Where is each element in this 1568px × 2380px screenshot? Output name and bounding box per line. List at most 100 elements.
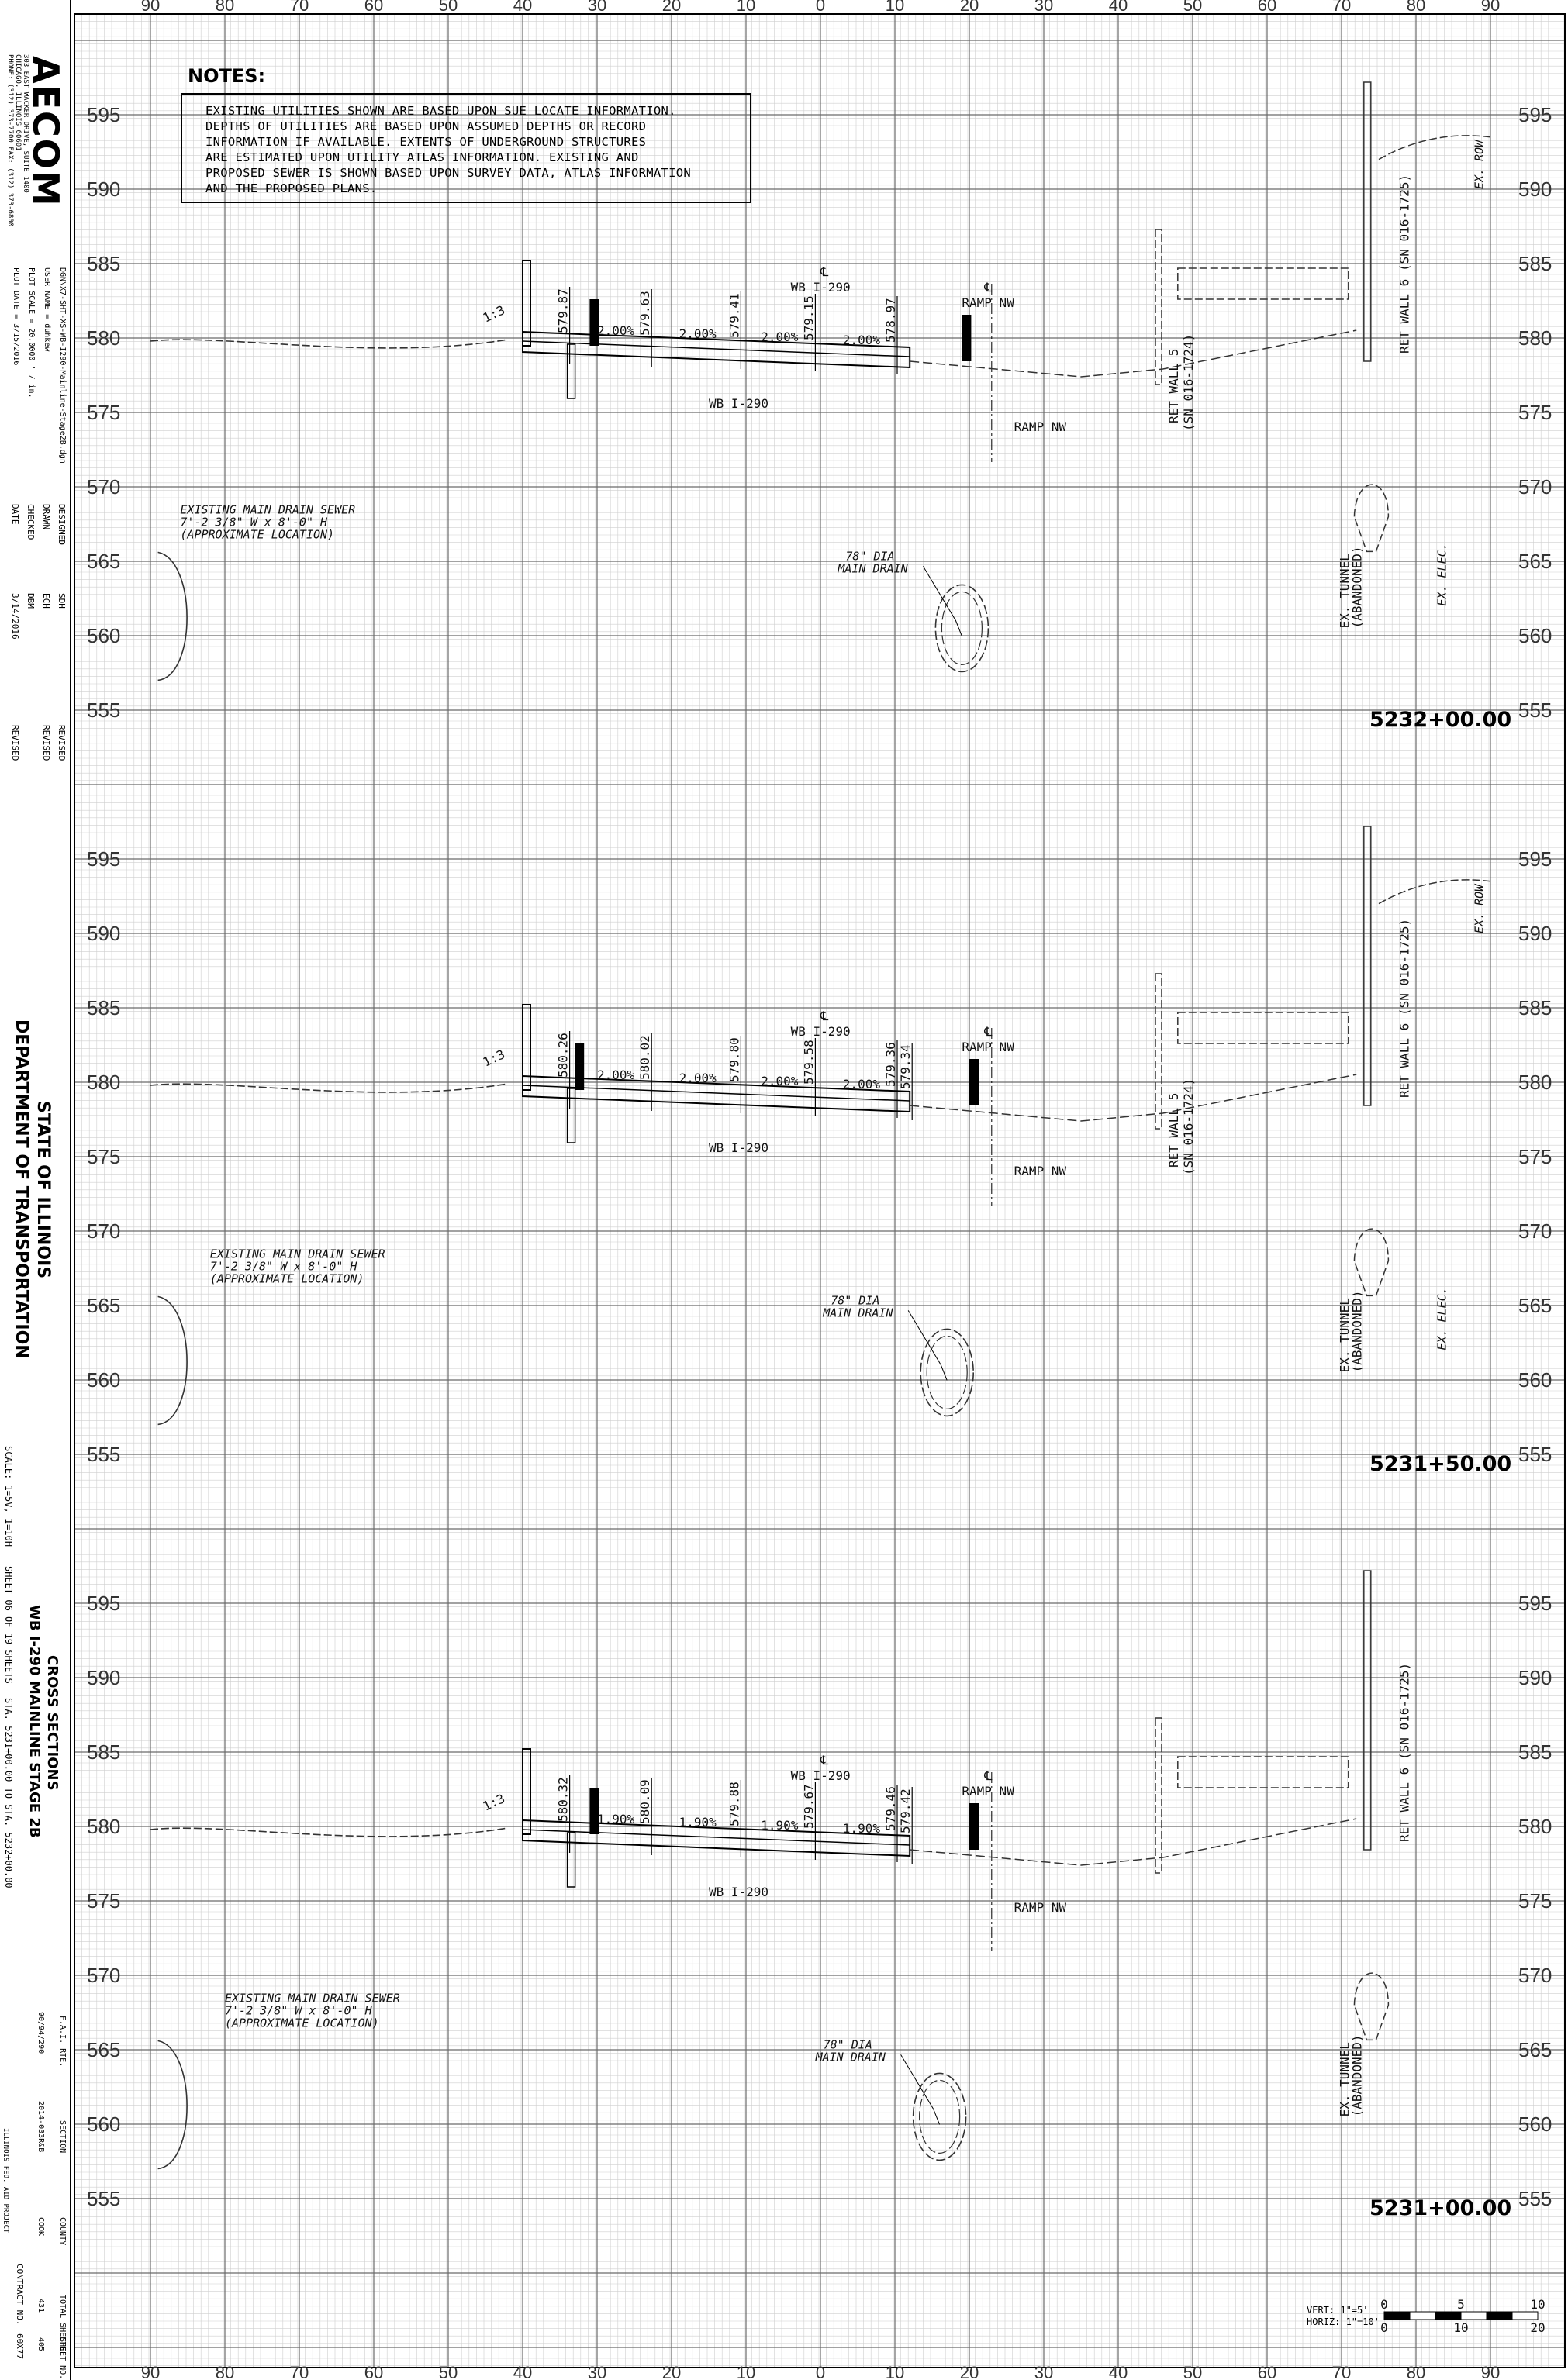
elevation-label-left: 555 — [87, 698, 120, 722]
scale-vert-tick: 0 — [1380, 2297, 1388, 2312]
elevation-label-left: 585 — [87, 252, 120, 275]
offset-tick-bottom: 80 — [216, 2363, 234, 2380]
ex-tunnel — [1353, 1972, 1390, 2041]
project-label: ILLINOIS FED. AID PROJECT — [2, 2128, 9, 2233]
elevation-label-left: 595 — [87, 1592, 120, 1615]
sheet-text: SHEET 06 OF 19 SHEETS — [3, 1566, 14, 1684]
offset-tick-top: 40 — [1109, 0, 1128, 15]
spot-grade: 579.15 — [801, 295, 816, 340]
total-sheets-value: 431 — [36, 2299, 45, 2313]
elevation-label-right: 580 — [1518, 326, 1552, 350]
cross-slope-label: 1.90% — [679, 1815, 717, 1830]
spot-grade: 579.41 — [727, 293, 741, 338]
section-value: 2014-033R&B — [36, 2101, 45, 2153]
offset-tick-top: 0 — [816, 0, 825, 15]
elevation-label-left: 565 — [87, 1294, 120, 1317]
offset-tick-top: 10 — [886, 0, 904, 15]
ex-elec-label: EX. ELEC. — [1435, 543, 1449, 605]
sheet-no-label: SHEET NO. — [58, 2337, 67, 2380]
major-grid — [74, 14, 1565, 2368]
offset-tick-bottom: 30 — [1034, 2363, 1053, 2380]
drawn-by: ECH — [41, 593, 51, 609]
offset-tick-top: 20 — [662, 0, 681, 15]
plot-scale: PLOT SCALE = 20.0000 ' / in. — [27, 267, 36, 398]
agency-line-1: STATE OF ILLINOIS — [33, 1101, 53, 1279]
address-line-3: PHONE: (312) 373-7700 FAX: (312) 373-680… — [6, 54, 14, 227]
ex-tunnel-label: EX. TUNNEL — [1338, 1298, 1352, 1372]
main-drain-dia-label: 78" DIA — [845, 549, 894, 563]
offset-tick-top: 30 — [588, 0, 606, 15]
main-drain-pipe — [912, 2072, 967, 2161]
pavement-layer-line — [522, 1829, 910, 1846]
ex-row-line — [1378, 135, 1491, 160]
elevation-label-right: 580 — [1518, 1071, 1552, 1094]
elevation-label-left: 560 — [87, 624, 120, 647]
ret-wall-6-label: RET WALL 6 (SN 016-1725) — [1397, 919, 1411, 1098]
elevation-label-right: 590 — [1518, 178, 1552, 201]
gore-marker — [589, 1788, 599, 1834]
ret-wall-6-label: RET WALL 6 (SN 016-1725) — [1397, 174, 1411, 354]
elevation-label-right: 595 — [1518, 103, 1552, 126]
offset-tick-bottom: 90 — [141, 2363, 160, 2380]
centerline-symbol: ℄ — [820, 264, 829, 279]
offset-tick-bottom: 70 — [290, 2363, 309, 2380]
county-value: COOK — [36, 2217, 45, 2237]
main-drain-dia-label: 78" DIA — [831, 1293, 879, 1307]
offset-tick-bottom: 40 — [513, 2363, 532, 2380]
station-label-3: 5231+00.00 — [1369, 2196, 1512, 2220]
plot-date: PLOT DATE = 3/15/2016 — [12, 267, 20, 366]
elevation-label-left: 585 — [87, 996, 120, 1019]
drawn-label: DRAWN — [41, 504, 51, 530]
user-name: USER NAME = duhkew — [43, 267, 51, 352]
notes-line: PROPOSED SEWER IS SHOWN BASED UPON SURVE… — [205, 166, 692, 180]
drawing-title-2: WB I-290 MAINLINE STAGE 2B — [26, 1605, 43, 1838]
offset-tick-bottom: 50 — [1183, 2363, 1202, 2380]
date-label: DATE — [10, 504, 20, 525]
station-label-1: 5232+00.00 — [1369, 708, 1512, 732]
elevation-label-right: 555 — [1518, 2187, 1552, 2210]
drain-sewer-size: 7'-2 3/8" W x 8'-0" H — [180, 516, 328, 529]
notes-line: INFORMATION IF AVAILABLE. EXTENTS OF UND… — [205, 135, 647, 149]
elevation-label-left: 565 — [87, 550, 120, 573]
notes-title: NOTES: — [188, 65, 266, 87]
ramp-centerline-symbol: ℄ — [983, 1024, 993, 1039]
designed-label: DESIGNED — [57, 504, 67, 545]
ret-wall-6 — [1363, 826, 1372, 1106]
cross-slope-label: 2.00% — [761, 329, 799, 344]
scale-bar-segment — [1383, 2311, 1411, 2320]
notes-line: AND THE PROPOSED PLANS. — [205, 181, 378, 195]
elevation-label-left: 555 — [87, 1443, 120, 1466]
spot-grade: 579.67 — [801, 1784, 816, 1829]
elevation-label-right: 590 — [1518, 922, 1552, 945]
wb-i290-bottom-label: WB I-290 — [709, 1885, 768, 1899]
ret-wall-5-label: RET WALL 5 — [1166, 349, 1181, 423]
scale-bar — [1383, 2311, 1539, 2320]
main-drain-inner — [918, 2079, 961, 2154]
offset-tick-top: 60 — [364, 0, 383, 15]
main-drain-label: MAIN DRAIN — [822, 1306, 893, 1319]
ret-wall-6 — [1363, 81, 1372, 362]
scale-bar-segment — [1435, 2311, 1462, 2320]
wb-i290-bottom-label: WB I-290 — [709, 396, 768, 411]
scale-vert-tick: 5 — [1457, 2297, 1465, 2312]
elevation-label-right: 565 — [1518, 2038, 1552, 2061]
elevation-label-right: 560 — [1518, 2113, 1552, 2136]
offset-tick-top: 80 — [216, 0, 234, 15]
ret-wall-5-number: (SN 016-1724) — [1181, 334, 1196, 431]
ramp-nw-bottom-label: RAMP NW — [1014, 1900, 1067, 1915]
ramp-marker — [969, 1803, 979, 1850]
cross-slope-label: 1.90% — [761, 1818, 799, 1833]
offset-tick-bottom: 70 — [1332, 2363, 1351, 2380]
existing-ramp-profile — [910, 329, 1357, 378]
centerline-symbol: ℄ — [820, 1009, 829, 1023]
section-label: SECTION — [58, 2120, 67, 2154]
offset-tick-top: 60 — [1258, 0, 1276, 15]
checked-by: DBM — [26, 593, 36, 609]
ex-tunnel-label: EX. TUNNEL — [1338, 554, 1352, 628]
elevation-label-left: 575 — [87, 401, 120, 424]
wb-i290-bottom-label: WB I-290 — [709, 1140, 768, 1155]
elevation-label-left: 595 — [87, 847, 120, 871]
elevation-label-right: 570 — [1518, 475, 1552, 498]
main-drain-leader — [900, 2054, 941, 2125]
existing-ground-line — [150, 1083, 508, 1093]
